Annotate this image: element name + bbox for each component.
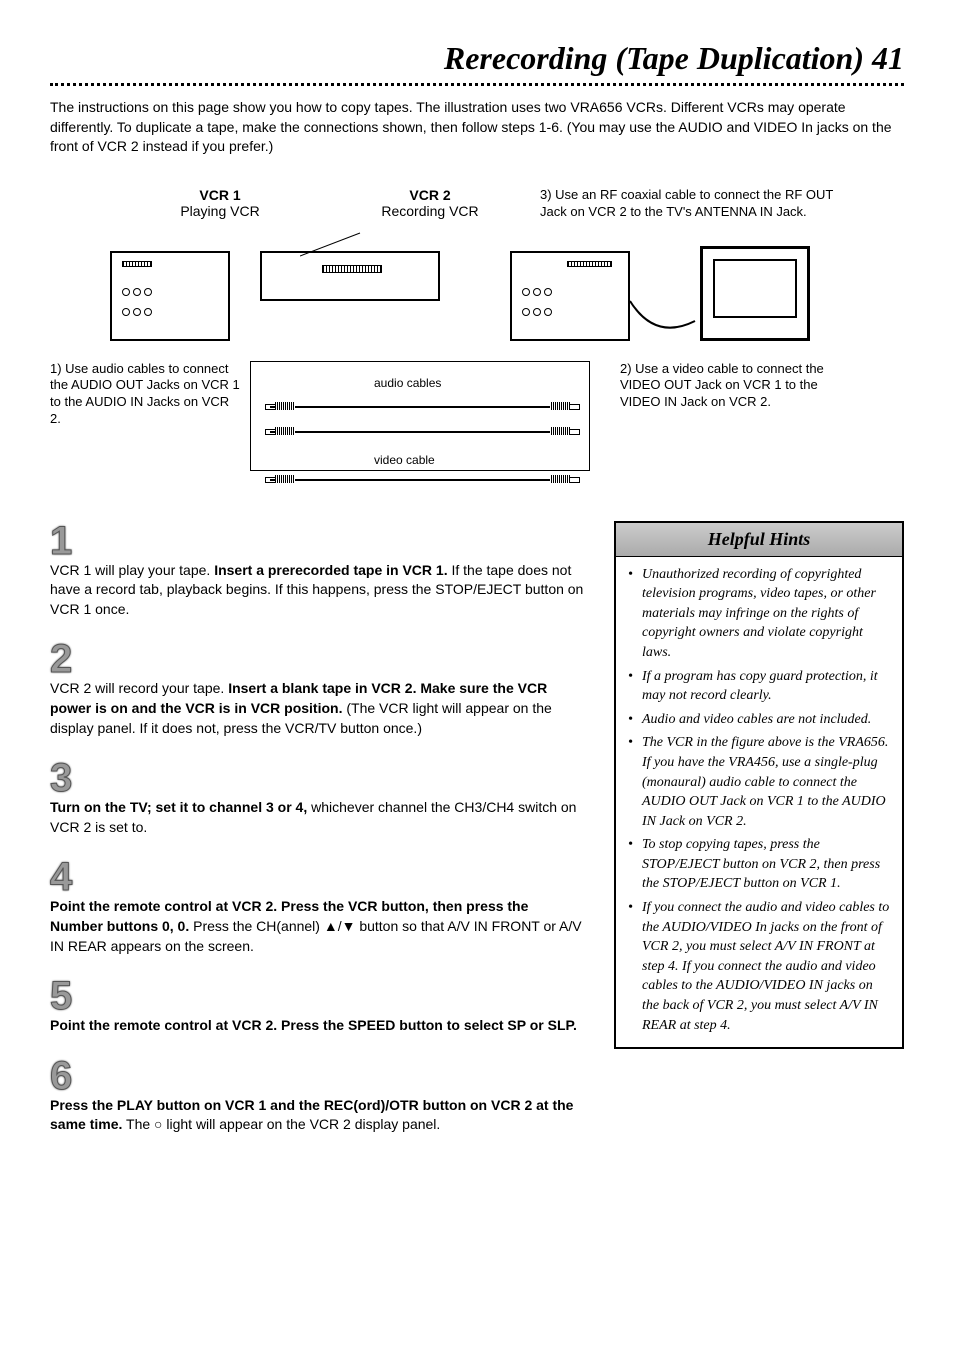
audio-cables-label: audio cables: [370, 376, 445, 390]
hint-item: The VCR in the figure above is the VRA65…: [628, 733, 890, 831]
steps-column: 1 VCR 1 will play your tape. Insert a pr…: [50, 521, 584, 1155]
hint-item: Audio and video cables are not included.: [628, 710, 890, 730]
step-1-bold: Insert a prerecorded tape in VCR 1.: [214, 562, 447, 578]
vcr1-jacks-1: [122, 288, 152, 296]
audio-conn-1l: [265, 402, 305, 410]
vcr2-title: VCR 2: [350, 187, 510, 203]
video-conn-r: [540, 475, 580, 483]
vcr2-jacks-1: [522, 288, 552, 296]
vcr2-back-box: [510, 251, 630, 341]
step-4-text: Point the remote control at VCR 2. Press…: [50, 897, 584, 956]
main-content: 1 VCR 1 will play your tape. Insert a pr…: [50, 521, 904, 1155]
step-2-text: VCR 2 will record your tape. Insert a bl…: [50, 679, 584, 738]
tv-box: [700, 246, 810, 341]
step-6-text: Press the PLAY button on VCR 1 and the R…: [50, 1096, 584, 1135]
vcr1-label: VCR 1 Playing VCR: [140, 187, 300, 221]
hints-header: Helpful Hints: [616, 523, 902, 557]
step-1: 1 VCR 1 will play your tape. Insert a pr…: [50, 521, 584, 620]
hints-box: Helpful Hints Unauthorized recording of …: [614, 521, 904, 1050]
hint-item: Unauthorized recording of copyrighted te…: [628, 565, 890, 663]
step-5: 5 Point the remote control at VCR 2. Pre…: [50, 976, 584, 1036]
step-4: 4 Point the remote control at VCR 2. Pre…: [50, 857, 584, 956]
step-3-number: 3: [50, 758, 72, 798]
vcr1-subtitle: Playing VCR: [140, 203, 300, 219]
diagram-note-1: 1) Use audio cables to connect the AUDIO…: [50, 361, 240, 429]
audio-cable-1: [270, 406, 570, 408]
step-2-before: VCR 2 will record your tape.: [50, 680, 228, 696]
step-6: 6 Press the PLAY button on VCR 1 and the…: [50, 1056, 584, 1135]
step-4-number: 4: [50, 857, 72, 897]
step-1-text: VCR 1 will play your tape. Insert a prer…: [50, 561, 584, 620]
diagram-area: 1) Use audio cables to connect the AUDIO…: [50, 231, 904, 491]
hints-column: Helpful Hints Unauthorized recording of …: [614, 521, 904, 1155]
vcr1-box: [110, 251, 230, 341]
step-3-text: Turn on the TV; set it to channel 3 or 4…: [50, 798, 584, 837]
step-5-bold: Point the remote control at VCR 2. Press…: [50, 1017, 577, 1033]
perspective-lines: [300, 231, 530, 261]
video-cable: [270, 479, 570, 481]
hint-item: If a program has copy guard protection, …: [628, 667, 890, 706]
hint-item: If you connect the audio and video cable…: [628, 898, 890, 1035]
page-title: Rerecording (Tape Duplication) 41: [50, 40, 904, 77]
step-6-after: The ○ light will appear on the VCR 2 dis…: [122, 1116, 440, 1132]
vcr2-label: VCR 2 Recording VCR: [350, 187, 510, 221]
step-3: 3 Turn on the TV; set it to channel 3 or…: [50, 758, 584, 837]
vcr2-subtitle: Recording VCR: [350, 203, 510, 219]
vcr-labels-row: VCR 1 Playing VCR VCR 2 Recording VCR 3)…: [50, 187, 904, 221]
diagram-section: VCR 1 Playing VCR VCR 2 Recording VCR 3)…: [50, 187, 904, 491]
video-conn-l: [265, 475, 305, 483]
hints-list: Unauthorized recording of copyrighted te…: [628, 565, 890, 1036]
vcr2-jacks-2: [522, 308, 552, 316]
audio-conn-2r: [540, 427, 580, 435]
step-6-number: 6: [50, 1056, 72, 1096]
dotted-divider: [50, 83, 904, 86]
diagram-note-2: 2) Use a video cable to connect the VIDE…: [620, 361, 840, 412]
step-5-text: Point the remote control at VCR 2. Press…: [50, 1016, 584, 1036]
vcr1-title: VCR 1: [140, 187, 300, 203]
audio-conn-1r: [540, 402, 580, 410]
step-3-bold: Turn on the TV; set it to channel 3 or 4…: [50, 799, 307, 815]
audio-cable-2: [270, 431, 570, 433]
diagram-note-3: 3) Use an RF coaxial cable to connect th…: [540, 187, 860, 221]
vcr2-back-slot: [567, 261, 612, 267]
step-1-number: 1: [50, 521, 72, 561]
hint-item: To stop copying tapes, press the STOP/EJ…: [628, 835, 890, 894]
step-2-number: 2: [50, 639, 72, 679]
step-2: 2 VCR 2 will record your tape. Insert a …: [50, 639, 584, 738]
vcr1-jacks-2: [122, 308, 152, 316]
step-1-before: VCR 1 will play your tape.: [50, 562, 214, 578]
intro-text: The instructions on this page show you h…: [50, 98, 904, 157]
vcr2-slot: [322, 265, 382, 273]
video-cable-label: video cable: [370, 453, 439, 467]
vcr1-slot: [122, 261, 152, 267]
tv-screen: [713, 259, 797, 318]
coax-cable: [625, 271, 705, 351]
hints-content: Unauthorized recording of copyrighted te…: [616, 557, 902, 1048]
audio-conn-2l: [265, 427, 305, 435]
step-5-number: 5: [50, 976, 72, 1016]
